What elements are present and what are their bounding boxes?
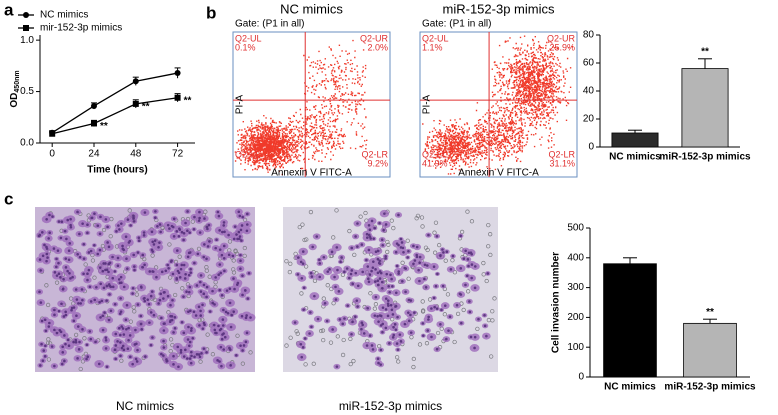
event-cloud [234, 39, 368, 176]
y-axis-label-main: OD [9, 93, 20, 108]
series-line [51, 72, 178, 134]
x-tick-label: miR-152-3p mimics [664, 382, 756, 393]
quadrant-percent: 41.9% [422, 158, 448, 168]
quadrant-label: Q2-UL [235, 33, 262, 43]
significance: ** [184, 95, 192, 106]
cells [36, 208, 256, 371]
y-tick-label: 100 [567, 342, 584, 353]
gate-label: Gate: (P1 in all) [422, 19, 491, 30]
y-tick-label: 200 [567, 312, 584, 323]
significance: ** [701, 46, 709, 57]
marker [90, 120, 97, 127]
legend-label: NC mimics [40, 10, 88, 21]
y-tick-label: 20 [583, 114, 595, 125]
quadrant-label: Q2-UR [360, 33, 389, 43]
y-tick-label: 0.5 [20, 86, 34, 97]
significance: ** [142, 102, 150, 113]
marker [90, 102, 97, 109]
bar [683, 322, 737, 378]
x-tick-label: miR-152-3p mimics [659, 152, 751, 163]
gate-label: Gate: (P1 in all) [235, 19, 304, 30]
legend-label: mir-152-3p mimics [40, 23, 122, 34]
marker [49, 130, 56, 137]
y-axis-label: OD450nm [9, 70, 21, 107]
y-axis-label: Cell invasion number [551, 252, 562, 353]
y-axis-label-sub: 450nm [14, 70, 21, 92]
quadrant-percent: 2.0% [367, 42, 388, 52]
micrograph [283, 207, 498, 372]
bar [681, 68, 729, 148]
y-tick-label: 1.0 [20, 35, 34, 46]
significance: ** [706, 307, 714, 318]
marker [23, 12, 29, 18]
y-tick-label: 40 [583, 86, 595, 97]
x-tick-label: NC mimics [609, 152, 661, 163]
image-caption: NC mimics [116, 399, 174, 413]
event-cloud [422, 35, 573, 175]
quadrant-percent: 0.1% [235, 42, 256, 52]
bar [611, 132, 659, 148]
quadrant-label: Q2-LL [235, 149, 260, 159]
quadrant-percent: 25.9% [549, 42, 575, 52]
marker [174, 70, 181, 77]
x-tick-label: 48 [130, 149, 142, 160]
x-axis-label: Time (hours) [87, 165, 147, 176]
y-tick-label: 500 [567, 223, 584, 234]
panel-label: a [4, 0, 14, 19]
panel-label: b [206, 3, 216, 22]
plot-title: miR-152-3p mimics [443, 1, 555, 16]
x-tick-label: NC mimics [604, 382, 656, 393]
image-caption: miR-152-3p mimics [339, 399, 442, 413]
y-axis-label: PI-A [422, 94, 433, 114]
quadrant-percent: 9.2% [367, 158, 388, 168]
x-tick-label: 0 [49, 149, 55, 160]
quadrant-label: Q2-LR [548, 149, 575, 159]
y-tick-label: 0 [588, 142, 594, 153]
y-tick-label: 0 [578, 372, 584, 383]
series-line [52, 97, 178, 135]
x-tick-label: 72 [172, 149, 184, 160]
y-tick-label: 0.0 [20, 138, 34, 149]
quadrant-percent: 31.1% [549, 158, 575, 168]
y-tick-label: 60 [583, 58, 595, 69]
y-tick-label: 400 [567, 252, 584, 263]
significance: ** [100, 121, 108, 132]
quadrant-label: Q2-LL [422, 149, 447, 159]
marker [132, 78, 139, 85]
y-tick-label: 300 [567, 282, 584, 293]
marker [132, 100, 139, 107]
marker [174, 94, 181, 101]
cells [291, 209, 491, 370]
y-axis-label: PI-A [235, 94, 246, 114]
y-tick-label: 80 [583, 30, 595, 41]
quadrant-percent: 1.1% [422, 42, 443, 52]
quadrant-label: Q2-LR [361, 149, 388, 159]
x-axis-label: Annexin V FITC-A [271, 168, 352, 179]
bar [603, 263, 657, 378]
quadrant-label: Q2-UL [422, 33, 449, 43]
marker [23, 25, 29, 31]
quadrant-label: Q2-UR [547, 33, 576, 43]
panel-label: c [4, 189, 13, 208]
plot-title: NC mimics [280, 1, 343, 16]
x-axis-label: Annexin V FITC-A [458, 168, 539, 179]
x-tick-label: 24 [88, 149, 100, 160]
